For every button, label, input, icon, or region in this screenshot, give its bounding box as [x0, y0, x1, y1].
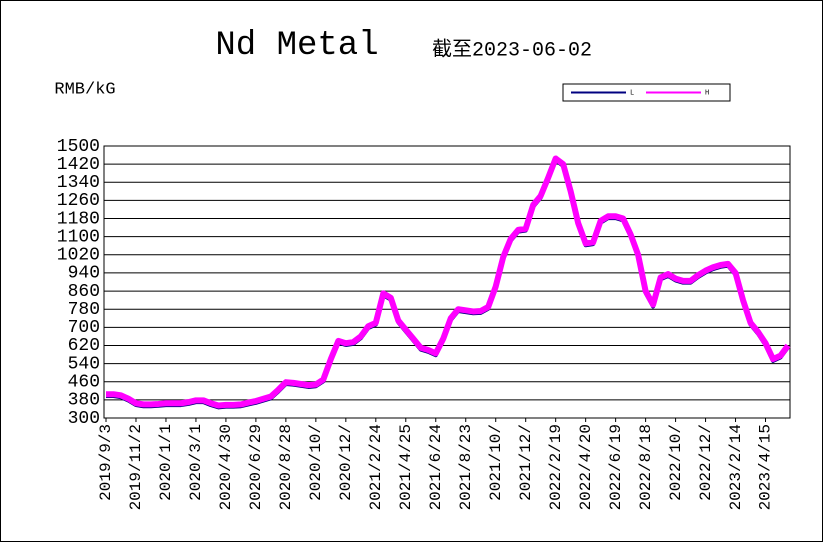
y-tick-label: 940	[68, 264, 100, 284]
chart-title: Nd Metal	[215, 27, 378, 65]
y-tick-label: 460	[68, 372, 100, 392]
y-tick-label: 700	[68, 318, 100, 338]
x-tick-label: 2022/12/	[697, 424, 715, 501]
x-tick-label: 2023/2/14	[727, 424, 745, 510]
x-tick-label: 2022/2/19	[547, 424, 565, 510]
legend-label: L	[630, 89, 634, 97]
y-tick-label: 1260	[57, 191, 100, 211]
x-tick-label: 2022/8/18	[637, 424, 655, 510]
chart-subtitle: 截至2023-06-02	[432, 37, 592, 62]
legend-label: H	[705, 89, 709, 97]
y-axis-label: RMB/kG	[54, 80, 115, 99]
x-tick-label: 2020/6/29	[247, 424, 265, 510]
y-tick-label: 780	[68, 300, 100, 320]
x-tick-label: 2020/3/1	[187, 424, 205, 501]
x-tick-label: 2022/6/19	[607, 424, 625, 510]
y-tick-label: 620	[68, 336, 100, 356]
x-tick-label: 2022/10/	[667, 424, 685, 501]
x-tick-label: 2020/12/	[337, 424, 355, 501]
x-tick-label: 2020/8/28	[277, 424, 295, 510]
y-tick-label: 1100	[57, 227, 100, 247]
x-tick-label: 2021/10/	[487, 424, 505, 501]
y-tick-label: 1500	[57, 137, 100, 157]
x-tick-label: 2020/10/	[307, 424, 325, 501]
x-tick-label: 2022/4/20	[577, 424, 595, 510]
y-tick-label: 380	[68, 391, 100, 411]
y-tick-label: 1340	[57, 173, 100, 193]
x-tick-label: 2020/1/1	[157, 424, 175, 501]
y-tick-label: 540	[68, 354, 100, 374]
y-tick-label: 1180	[57, 209, 100, 229]
x-tick-label: 2021/8/23	[457, 424, 475, 510]
x-tick-label: 2021/4/25	[397, 424, 415, 510]
y-tick-label: 1420	[57, 155, 100, 175]
x-tick-label: 2023/4/15	[757, 424, 775, 510]
series-line	[106, 155, 791, 409]
x-tick-label: 2021/2/24	[367, 424, 385, 510]
x-tick-label: 2021/12/	[517, 424, 535, 501]
y-tick-label: 1020	[57, 246, 100, 266]
y-tick-label: 300	[68, 409, 100, 429]
x-tick-label: 2019/9/3	[97, 424, 115, 501]
x-tick-label: 2019/11/2	[127, 424, 145, 510]
y-tick-label: 860	[68, 282, 100, 302]
x-tick-label: 2021/6/24	[427, 424, 445, 510]
x-tick-label: 2020/4/30	[217, 424, 235, 510]
